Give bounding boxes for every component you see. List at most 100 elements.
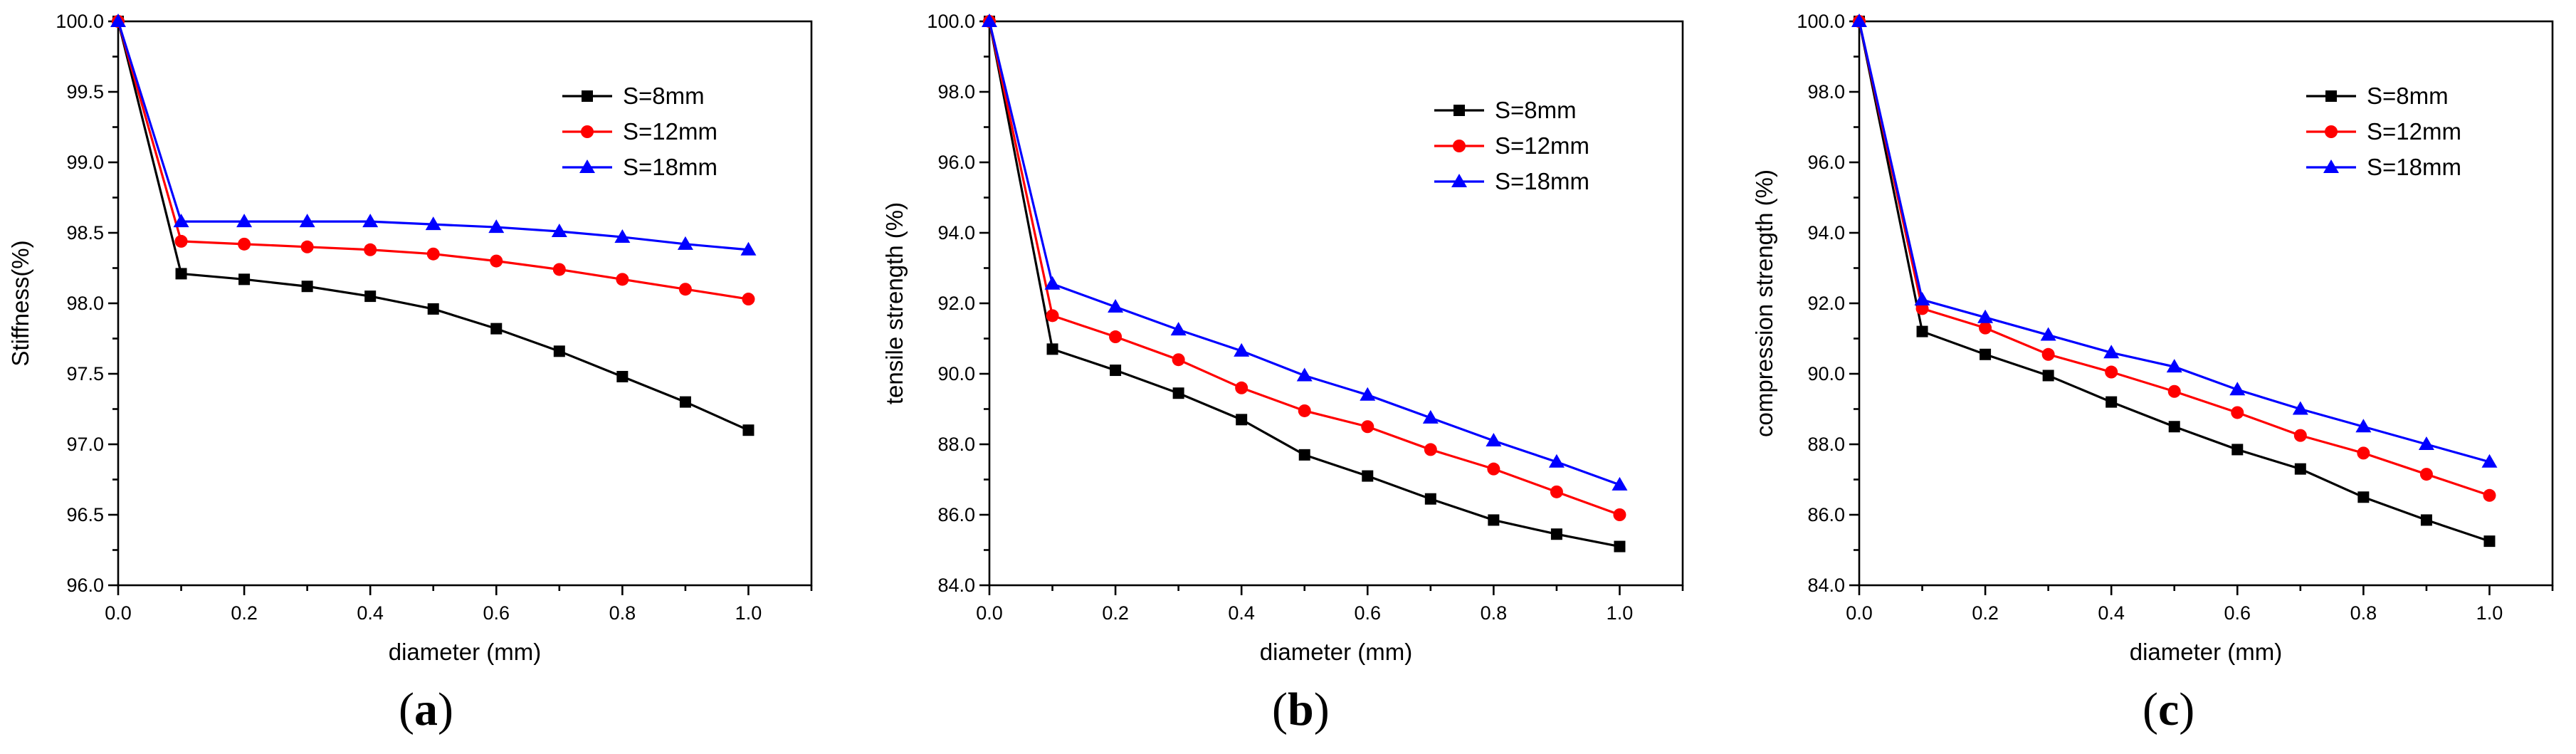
chart-b-series-line [988,21,1621,516]
chart-c-series-S=18mm [1851,14,2498,468]
chart-b-y-tick-label: 96.0 [937,152,975,173]
chart-c-x-tick-label: 0.4 [2098,602,2125,624]
chart-c-data-point [2041,347,2055,361]
chart-b-x-tick-label: 1.0 [1607,602,1634,624]
chart-b-x-tick-label: 0.2 [1102,602,1129,624]
chart-a-legend-marker [582,90,593,102]
chart-b-legend-label: S=12mm [1495,132,1589,159]
chart-c-x-axis-title: diameter (mm) [2130,639,2283,665]
chart-a-y-tick-label: 97.5 [66,363,104,384]
chart-b-y-tick-label: 100.0 [927,11,975,32]
chart-c-x-tick-label: 1.0 [2476,602,2503,624]
chart-b-legend-entry: S=12mm [1434,132,1589,159]
chart-c-data-point [1979,321,1992,335]
chart-b-y-tick-label: 84.0 [937,575,975,596]
chart-c-y-tick-label: 96.0 [1807,152,1845,173]
chart-c-data-point [2420,514,2432,526]
chart-b-data-point [1424,493,1436,505]
chart-b-legend-marker [1451,174,1467,187]
chart-b-data-point [1298,404,1311,417]
chart-b-data-point [1235,381,1248,394]
chart-b-data-point [1550,485,1563,498]
chart-a-data-point [427,303,439,315]
chart-c-legend-label: S=12mm [2367,118,2461,145]
chart-a-data-point [299,214,315,228]
chart-a-legend-entry: S=8mm [562,83,705,109]
chart-b-data-point [1362,470,1374,482]
chart-c-data-point [2231,444,2244,456]
chart-c-data-point [2292,401,2308,415]
chart-a-x-tick-label: 0.0 [105,602,132,624]
chart-c-legend-entry: S=8mm [2306,83,2449,109]
chart-c-data-point [2229,382,2246,396]
chart-c-x-tick-label: 0.8 [2350,602,2377,624]
chart-b-data-point [1422,409,1439,424]
chart-a-legend-marker [581,125,594,138]
chart-c-data-point [2106,396,2118,408]
chart-a-data-point [490,254,503,268]
chart-b-data-point [1614,540,1626,553]
chart-c-data-point [1977,309,1994,323]
chart-a-data-point [490,323,503,335]
chart-b-y-tick-label: 98.0 [937,81,975,103]
chart-c-data-point [2419,468,2433,481]
chart-b-data-point [1488,514,1500,526]
chart-b-data-point [1046,309,1059,323]
chart-a-data-point [616,370,629,382]
chart-c-x-tick-label: 0.6 [2224,602,2251,624]
chart-a-plot-frame [117,20,813,587]
chart-a-data-point [426,247,440,261]
chart-a-data-point [238,237,251,251]
chart-a-data-point [679,396,691,408]
chart-b-x-tick-label: 0.8 [1481,602,1508,624]
chart-a-data-point [238,273,251,286]
chart-b-legend-entry: S=18mm [1434,168,1589,194]
chart-b-x-tick-label: 0.4 [1228,602,1255,624]
chart-a-y-tick-label: 100.0 [56,11,104,32]
chart-b-data-point [1296,367,1313,382]
chart-a-data-point [173,214,189,228]
chart-c-legend-marker [2325,90,2337,102]
chart-a-data-point [742,293,755,306]
chart-a-y-tick-label: 98.0 [66,293,104,314]
chart-a-data-point [678,283,692,296]
chart-c-data-point [2357,446,2370,460]
chart-c-legend-marker [2323,159,2339,173]
chart-c-y-tick-label: 100.0 [1797,11,1845,32]
chart-c-data-point [1851,14,1867,27]
chart-b-data-point [1170,322,1187,336]
chart-a-y-tick-label: 96.5 [66,504,104,525]
chart-a-x-tick-label: 0.2 [231,602,258,624]
chart-b-data-point [1109,330,1123,344]
chart-b-data-point [1487,462,1500,476]
chart-a-y-tick-label: 99.5 [66,81,104,103]
chart-a-legend-entry: S=18mm [562,154,717,180]
chart-a-series-S=18mm [110,14,757,256]
chart-c-series-S=12mm [1853,15,2496,502]
chart-a-y-tick-label: 97.0 [66,434,104,455]
chart-b-data-point [1486,433,1502,447]
chart-a-data-point [364,290,377,303]
chart-b-data-point [982,14,997,27]
chart-b-legend-label: S=8mm [1495,97,1577,123]
chart-c-series-S=8mm [1854,16,2496,548]
chart-c-legend-marker [2325,125,2338,138]
chart-b-data-point [1612,476,1628,491]
chart-c-data-point [2105,365,2118,379]
chart-a-y-axis-title: Stiffness(%) [7,240,33,366]
chart-c-x-tick-label: 0.0 [1846,602,1873,624]
chart-c-x-tick-label: 0.2 [1972,602,1999,624]
chart-b: 0.0 0.2 0.4 0.6 0.8 1.0 84.0 86.0 88.0 90.0 92.0 94… [881,11,1684,735]
chart-b-data-point [1550,528,1562,540]
chart-b-y-tick-label: 92.0 [937,293,975,314]
chart-c-plot-frame [1858,20,2554,587]
chart-a-x-tick-label: 0.6 [483,602,510,624]
chart-c-legend-entry: S=18mm [2306,154,2461,180]
chart-c-legend-label: S=18mm [2367,154,2461,180]
chart-b-data-point [1172,353,1185,367]
chart-b-data-point [1110,365,1122,377]
chart-c-data-point [2103,345,2120,359]
chart-c-y-tick-label: 92.0 [1807,293,1845,314]
chart-b-data-point [1234,342,1250,357]
chart-c-data-point [2481,454,2498,468]
